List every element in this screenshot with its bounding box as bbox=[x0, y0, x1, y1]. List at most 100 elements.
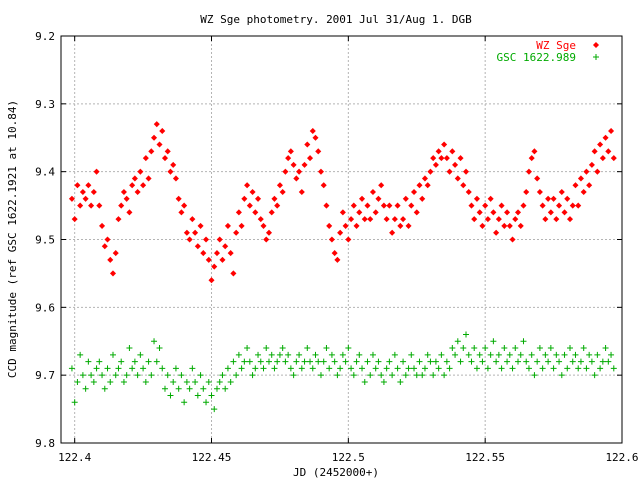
data-point-plus bbox=[411, 365, 418, 372]
data-point-diamond bbox=[577, 175, 584, 182]
data-point-diamond bbox=[514, 209, 522, 216]
data-point-diamond bbox=[367, 216, 374, 223]
data-point-diamond bbox=[107, 256, 114, 263]
data-point-diamond bbox=[88, 202, 95, 209]
data-point-plus bbox=[397, 378, 404, 385]
data-point-diamond bbox=[356, 209, 363, 216]
data-point-diamond bbox=[249, 188, 256, 196]
data-point-plus bbox=[608, 351, 615, 358]
y-axis-label: CCD magnitude (ref GSC 1622.1921 at 10.8… bbox=[6, 100, 19, 378]
data-point-diamond bbox=[255, 195, 262, 202]
data-point-plus bbox=[142, 378, 149, 385]
data-point-diamond bbox=[457, 155, 464, 162]
data-point-diamond bbox=[369, 188, 376, 196]
data-point-diamond bbox=[181, 202, 188, 209]
data-point-plus bbox=[170, 378, 177, 385]
data-point-plus bbox=[307, 358, 314, 365]
data-point-plus bbox=[550, 365, 557, 372]
data-point-diamond bbox=[430, 155, 437, 162]
data-point-plus bbox=[490, 338, 497, 345]
data-point-diamond bbox=[112, 250, 119, 257]
data-point-plus bbox=[134, 372, 141, 379]
data-point-diamond bbox=[353, 222, 360, 229]
data-point-plus bbox=[602, 345, 609, 352]
data-point-plus bbox=[109, 351, 116, 358]
data-point-plus bbox=[515, 358, 522, 365]
data-point-plus bbox=[71, 399, 78, 406]
data-point-diamond bbox=[227, 250, 234, 257]
data-point-diamond bbox=[397, 222, 404, 229]
data-point-plus bbox=[140, 365, 147, 372]
data-point-plus bbox=[235, 351, 242, 358]
data-point-diamond bbox=[279, 188, 286, 196]
chart-title: WZ Sge photometry. 2001 Jul 31/Aug 1. DG… bbox=[200, 13, 472, 26]
data-point-plus bbox=[525, 365, 532, 372]
data-point-diamond bbox=[263, 236, 270, 243]
data-point-diamond bbox=[599, 155, 606, 162]
data-point-plus bbox=[178, 372, 185, 379]
data-point-plus bbox=[74, 378, 81, 385]
data-point-plus bbox=[115, 365, 122, 372]
data-point-diamond bbox=[350, 202, 357, 209]
data-point-plus bbox=[545, 358, 552, 365]
data-point-diamond bbox=[479, 222, 486, 229]
data-point-plus bbox=[531, 372, 538, 379]
data-point-diamond bbox=[93, 168, 100, 175]
data-point-plus bbox=[246, 358, 253, 365]
data-point-plus bbox=[364, 358, 371, 365]
data-point-plus bbox=[591, 372, 598, 379]
x-tick-label: 122.6 bbox=[605, 451, 638, 464]
data-point-diamond bbox=[556, 202, 563, 209]
data-point-diamond bbox=[77, 202, 84, 209]
data-point-plus bbox=[400, 358, 407, 365]
data-point-plus bbox=[331, 358, 338, 365]
y-tick-label: 9.7 bbox=[35, 369, 55, 382]
data-point-plus bbox=[213, 385, 220, 392]
data-point-diamond bbox=[219, 256, 226, 263]
data-point-diamond bbox=[260, 222, 267, 229]
data-point-diamond bbox=[315, 148, 322, 155]
data-point-diamond bbox=[307, 155, 314, 162]
data-point-plus bbox=[534, 358, 541, 365]
data-point-diamond bbox=[309, 127, 316, 134]
data-point-plus bbox=[419, 372, 426, 379]
data-point-diamond bbox=[586, 182, 593, 189]
data-point-diamond bbox=[312, 134, 319, 141]
data-point-plus bbox=[539, 365, 546, 372]
data-point-plus bbox=[216, 378, 223, 385]
data-point-diamond bbox=[238, 222, 245, 229]
data-point-diamond bbox=[452, 161, 459, 168]
data-point-diamond bbox=[170, 161, 177, 168]
series-1 bbox=[68, 331, 617, 413]
data-point-plus bbox=[126, 345, 133, 352]
data-point-diamond bbox=[85, 182, 92, 189]
data-point-diamond bbox=[339, 209, 346, 216]
data-point-plus bbox=[487, 351, 494, 358]
data-point-diamond bbox=[183, 229, 190, 236]
data-point-diamond bbox=[402, 195, 409, 202]
data-point-diamond bbox=[495, 216, 502, 223]
data-point-diamond bbox=[427, 168, 434, 175]
data-point-diamond bbox=[301, 161, 308, 168]
data-point-diamond bbox=[580, 188, 587, 196]
data-point-diamond bbox=[342, 222, 349, 229]
data-point-plus bbox=[96, 358, 103, 365]
data-point-plus bbox=[276, 351, 283, 358]
data-point-diamond bbox=[194, 243, 201, 250]
data-point-plus bbox=[227, 378, 234, 385]
data-point-plus bbox=[556, 358, 563, 365]
data-point-plus bbox=[296, 351, 303, 358]
data-point-plus bbox=[378, 372, 385, 379]
data-point-plus bbox=[567, 345, 574, 352]
data-point-plus bbox=[575, 365, 582, 372]
data-point-diamond bbox=[222, 243, 229, 250]
data-point-plus bbox=[416, 358, 423, 365]
data-point-plus bbox=[320, 358, 327, 365]
data-point-diamond bbox=[594, 168, 601, 175]
data-point-plus bbox=[224, 365, 231, 372]
data-point-diamond bbox=[274, 202, 281, 209]
data-point-diamond bbox=[438, 155, 445, 162]
data-point-diamond bbox=[216, 236, 223, 243]
data-point-diamond bbox=[378, 182, 385, 189]
data-point-diamond bbox=[364, 202, 371, 209]
